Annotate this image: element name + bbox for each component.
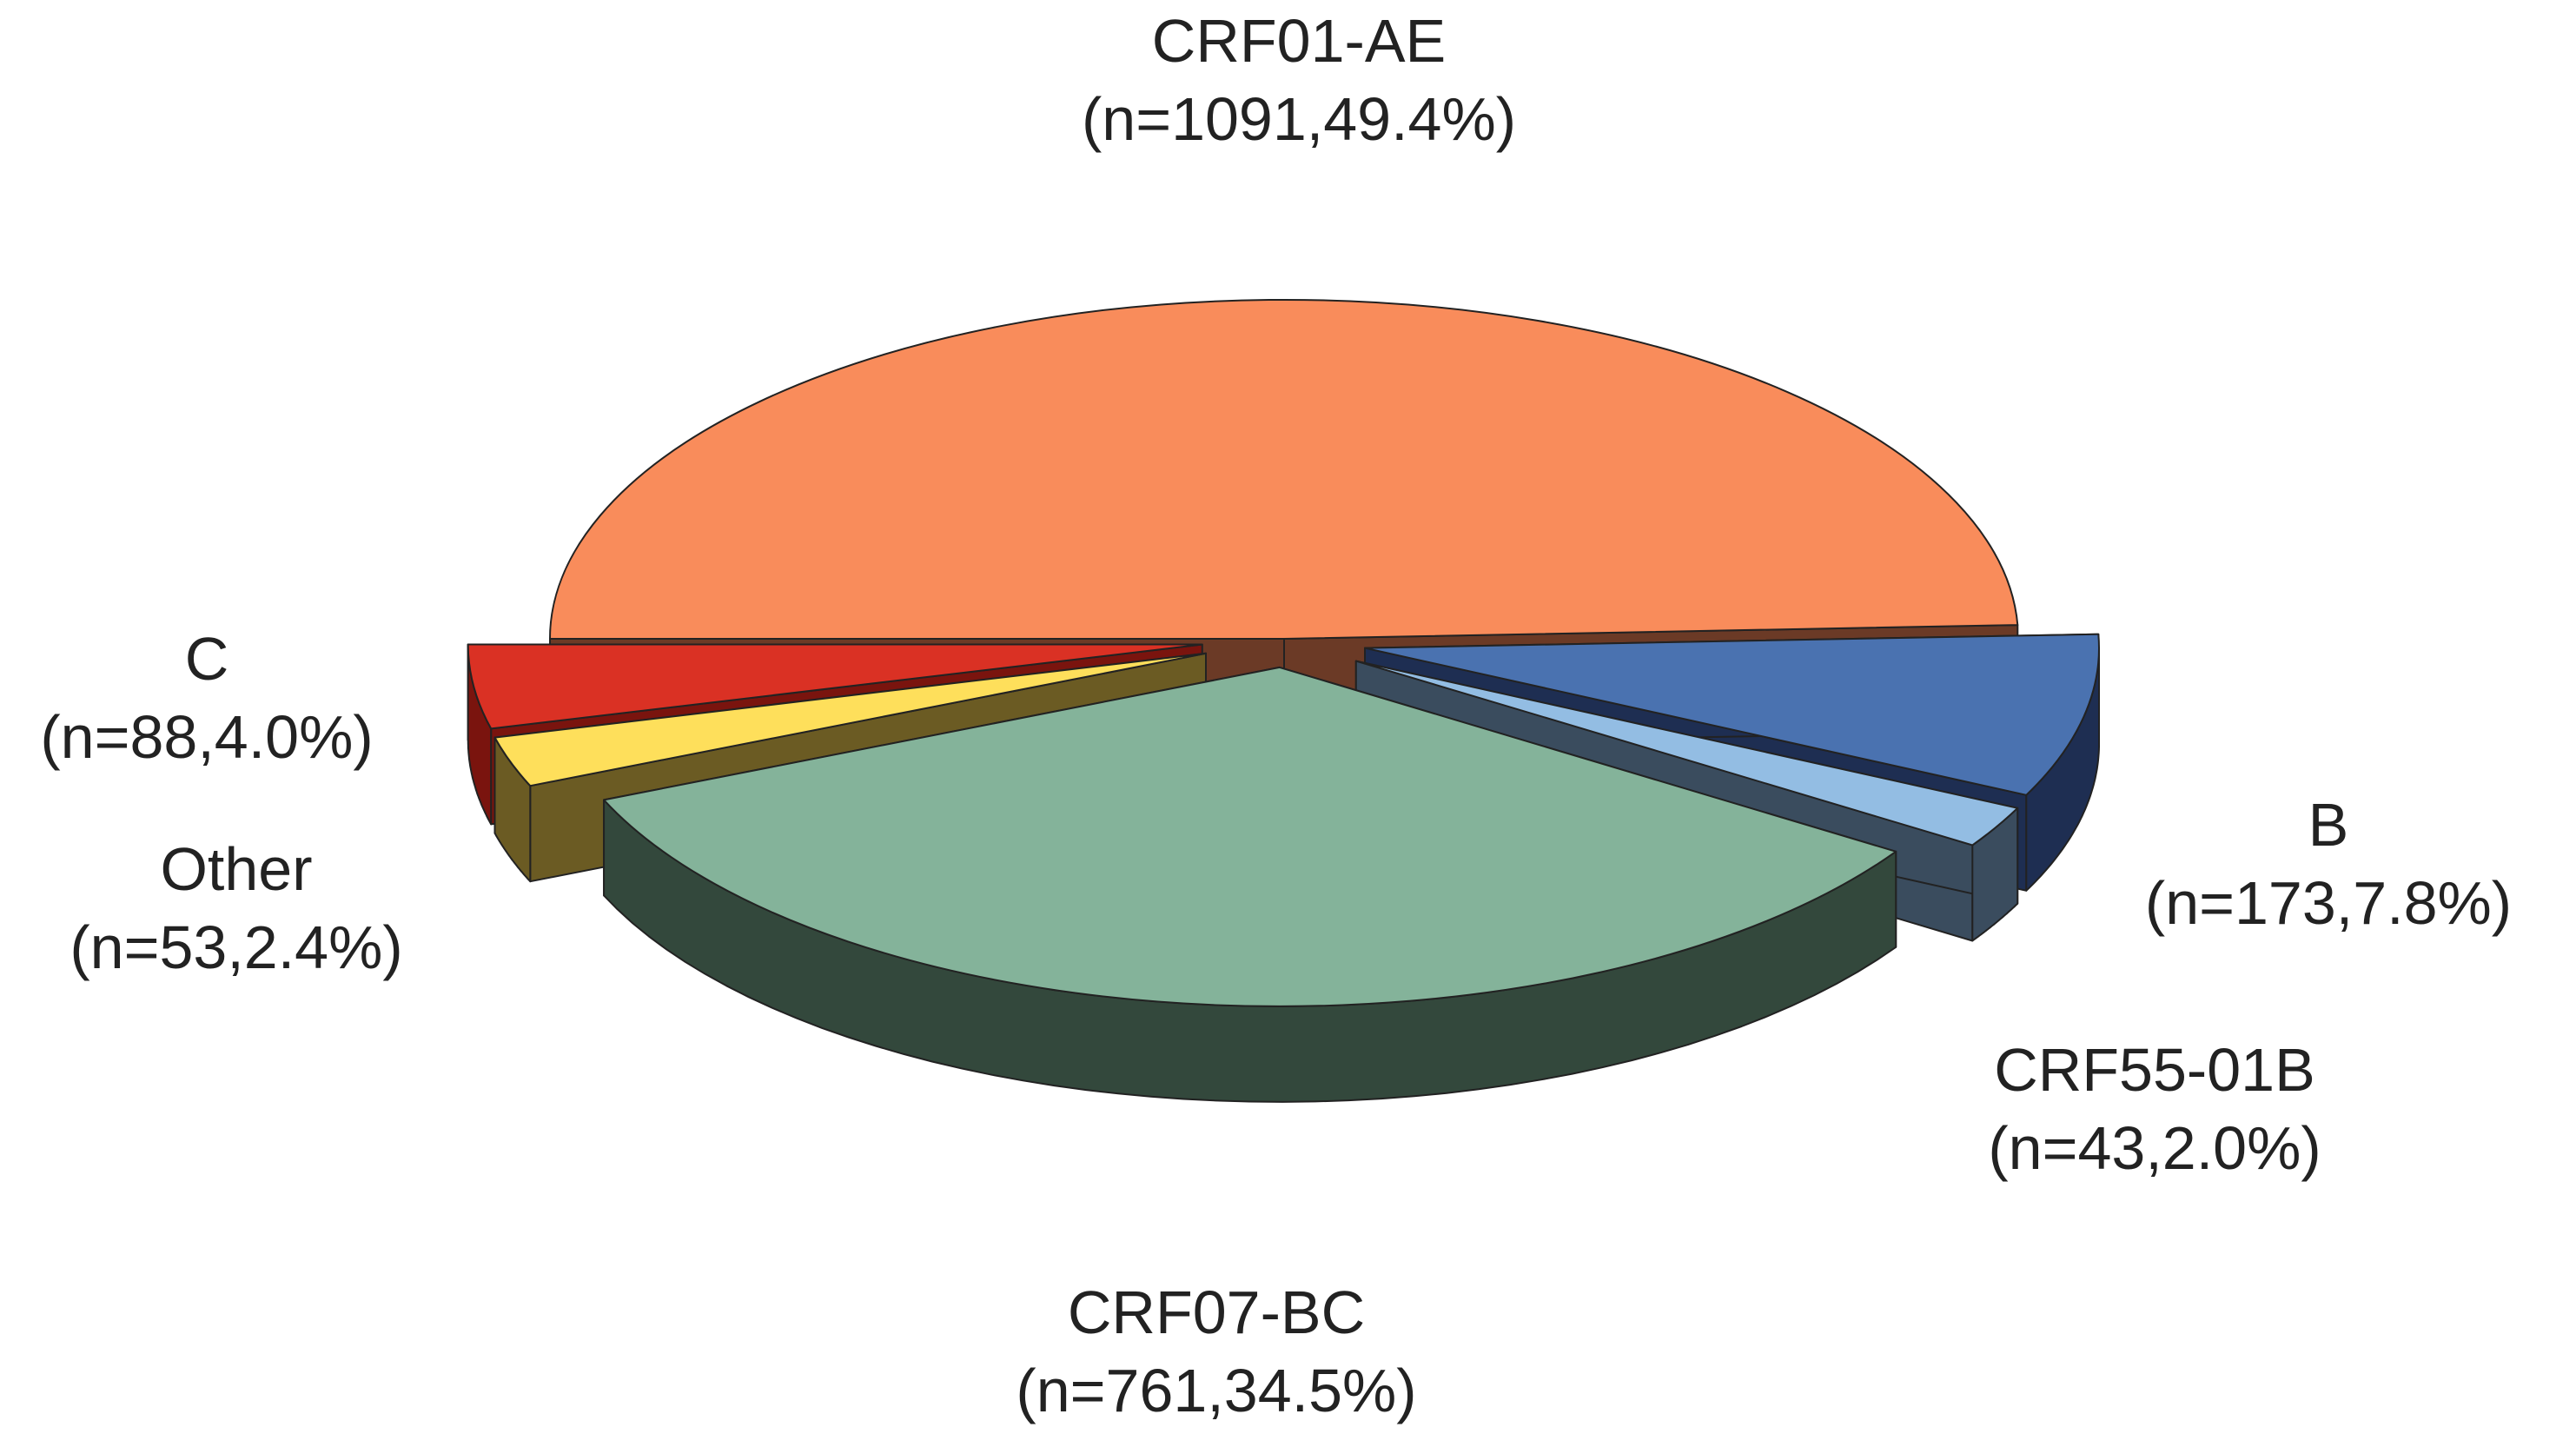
label-c-count: (n=88,4.0%) <box>40 703 374 771</box>
label-other-name: Other <box>160 835 313 903</box>
label-c: C (n=88,4.0%) <box>40 620 373 776</box>
label-crf55-01b: CRF55-01B (n=43,2.0%) <box>1988 1031 2321 1187</box>
label-b-name: B <box>2308 791 2349 859</box>
label-crf55-01b-name: CRF55-01B <box>1994 1036 2315 1104</box>
pie-slice-top-crf01-ae <box>549 298 2019 640</box>
label-c-name: C <box>184 625 229 693</box>
label-other: Other (n=53,2.4%) <box>70 830 402 986</box>
pie-slice-top-c <box>467 643 1203 730</box>
label-crf01-ae-name: CRF01-AE <box>1151 7 1447 75</box>
pie-slice-top-crf55-01b <box>1354 660 2019 847</box>
label-b-count: (n=173,7.8%) <box>2144 869 2513 937</box>
label-b: B (n=173,7.8%) <box>2145 786 2512 942</box>
label-crf07-bc-count: (n=761,34.5%) <box>1016 1357 1417 1424</box>
label-crf55-01b-count: (n=43,2.0%) <box>1988 1114 2321 1182</box>
label-crf01-ae-count: (n=1091,49.4%) <box>1081 85 1517 153</box>
label-other-count: (n=53,2.4%) <box>70 913 403 981</box>
pie-slice-top-b <box>1364 633 2100 796</box>
pie-slice-top-crf07-bc <box>603 666 1897 1007</box>
label-crf01-ae: CRF01-AE (n=1091,49.4%) <box>1082 2 1516 158</box>
pie-slice-crf07-bc <box>603 666 1897 1103</box>
label-crf07-bc: CRF07-BC (n=761,34.5%) <box>1016 1273 1416 1430</box>
pie-slice-top-other <box>493 652 1207 787</box>
label-crf07-bc-name: CRF07-BC <box>1067 1278 1366 1346</box>
